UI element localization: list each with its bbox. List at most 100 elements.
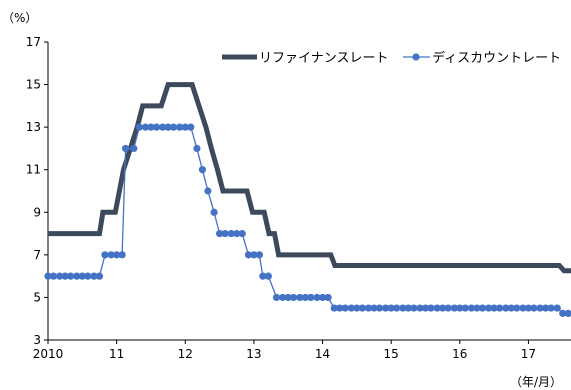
- data-point: [198, 166, 207, 174]
- data-point: [375, 304, 384, 312]
- x-tick-label: 12: [178, 347, 193, 361]
- data-point: [227, 229, 235, 238]
- legend-label-1: リファイナンスレート: [259, 51, 388, 66]
- data-point: [478, 304, 487, 312]
- data-point: [347, 304, 355, 312]
- data-point: [233, 229, 241, 238]
- x-axis: 2010 11 12 13 14 15 16 17: [33, 339, 571, 361]
- data-point: [450, 304, 458, 312]
- data-point: [279, 293, 287, 302]
- y-tick-label: 7: [33, 248, 41, 262]
- data-point: [307, 293, 315, 302]
- data-point: [135, 123, 143, 131]
- data-point: [421, 304, 430, 312]
- data-point: [519, 304, 527, 312]
- legend: リファイナンスレート ディスカウントレート: [222, 50, 561, 66]
- data-point: [530, 304, 538, 312]
- data-point: [393, 304, 401, 312]
- data-point: [399, 304, 407, 312]
- y-tick-label: 13: [26, 120, 41, 134]
- data-point: [255, 251, 263, 259]
- x-tick-label: 17: [521, 347, 536, 361]
- data-point: [536, 304, 544, 312]
- data-point: [113, 251, 121, 259]
- data-point: [490, 304, 498, 312]
- data-point: [318, 293, 327, 302]
- data-point: [461, 304, 469, 312]
- data-point: [187, 123, 195, 131]
- data-point: [524, 304, 533, 312]
- data-point: [382, 304, 390, 312]
- data-point: [559, 309, 567, 317]
- data-point: [542, 304, 550, 312]
- data-point: [330, 304, 338, 312]
- data-point: [513, 304, 521, 312]
- data-point: [404, 304, 412, 312]
- series-layer: [44, 82, 571, 317]
- data-point: [152, 123, 161, 131]
- data-point: [118, 251, 126, 259]
- y-axis: 3 5 7 9 11 13 15 17: [26, 35, 49, 347]
- data-point: [336, 304, 344, 312]
- y-tick-label: 11: [26, 163, 41, 177]
- data-point: [410, 304, 418, 312]
- data-point: [49, 272, 58, 280]
- data-point: [193, 144, 201, 153]
- data-point: [353, 304, 361, 312]
- data-point: [250, 251, 258, 259]
- data-point: [427, 304, 435, 312]
- legend-label-2: ディスカウントレート: [432, 50, 561, 66]
- data-point: [324, 293, 332, 302]
- data-point: [564, 309, 571, 317]
- data-point: [387, 304, 395, 312]
- data-point: [61, 272, 69, 280]
- data-point: [101, 251, 109, 259]
- data-point: [496, 304, 504, 312]
- data-point: [502, 304, 510, 312]
- data-point: [67, 272, 75, 280]
- data-point: [301, 293, 309, 302]
- data-point: [147, 123, 155, 131]
- data-point: [467, 304, 476, 312]
- data-point: [244, 251, 253, 259]
- x-tick-label: 13: [246, 347, 261, 361]
- data-point: [547, 304, 555, 312]
- data-point: [290, 293, 298, 302]
- series-line-1: [48, 82, 571, 274]
- data-point: [210, 208, 218, 216]
- legend-marker-2: [412, 53, 420, 61]
- data-point: [553, 304, 561, 312]
- data-point: [507, 304, 515, 312]
- y-unit-label: （%）: [2, 11, 37, 25]
- data-point: [259, 272, 267, 280]
- data-point: [238, 229, 246, 238]
- data-point: [473, 304, 481, 312]
- data-point: [141, 123, 150, 131]
- data-point: [176, 123, 184, 131]
- y-tick-label: 3: [33, 333, 41, 347]
- data-point: [90, 272, 98, 280]
- data-point: [485, 304, 493, 312]
- data-point: [370, 304, 378, 312]
- data-point: [433, 304, 441, 312]
- data-point: [284, 293, 292, 302]
- data-point: [164, 123, 172, 131]
- y-tick-label: 9: [33, 205, 41, 219]
- data-point: [416, 304, 424, 312]
- y-tick-label: 15: [26, 78, 41, 92]
- data-point: [181, 123, 189, 131]
- data-point: [221, 229, 229, 238]
- data-point: [358, 304, 366, 312]
- data-point: [313, 293, 321, 302]
- x-tick-label: 14: [315, 347, 330, 361]
- data-point: [439, 304, 447, 312]
- data-point: [170, 123, 178, 131]
- data-point: [204, 187, 212, 195]
- data-point: [296, 293, 304, 302]
- data-point: [56, 272, 64, 280]
- x-tick-label: 15: [384, 347, 399, 361]
- data-point: [264, 272, 272, 280]
- data-point: [95, 272, 104, 280]
- data-point: [364, 304, 373, 312]
